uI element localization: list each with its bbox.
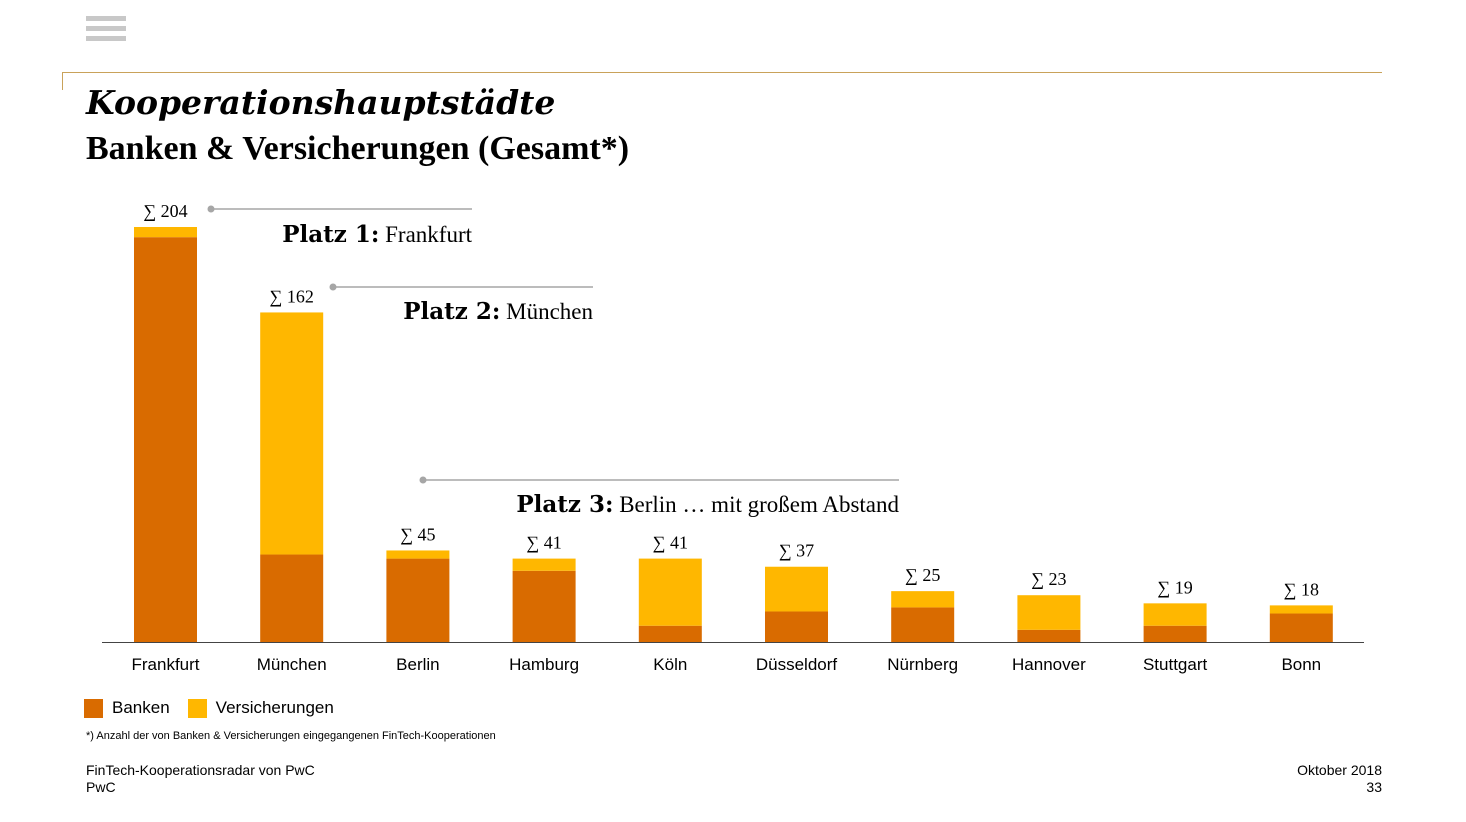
callout-dot-3 <box>419 476 427 484</box>
total-label-1: ∑ 162 <box>270 286 314 306</box>
bar-versicherungen-1 <box>260 312 324 555</box>
x-tick-label-9: Bonn <box>1281 655 1321 674</box>
footer-company: PwC <box>86 779 116 795</box>
total-label-6: ∑ 25 <box>905 565 940 585</box>
legend-label-banken: Banken <box>112 698 170 717</box>
x-tick-label-7: Hannover <box>1012 655 1086 674</box>
legend-swatch-versicherungen <box>187 698 207 718</box>
bar-banken-8 <box>1143 625 1207 642</box>
callout-label-3: Platz 3: Berlin … mit großem Abstand <box>516 491 899 518</box>
bar-versicherungen-3 <box>512 558 576 571</box>
legend-item-versicherungen: Versicherungen <box>187 698 334 718</box>
bar-banken-0 <box>134 237 197 642</box>
legend-swatch-banken <box>84 698 103 718</box>
page-title: Kooperationshauptstädte <box>86 83 556 122</box>
callout-rank-1: Platz 1: <box>282 221 379 248</box>
bar-banken-6 <box>891 607 955 642</box>
footnote: *) Anzahl der von Banken & Versicherunge… <box>86 730 496 742</box>
x-tick-label-1: München <box>257 655 327 674</box>
footer-source: FinTech-Kooperationsradar von PwC <box>86 762 315 778</box>
bar-banken-5 <box>765 611 828 642</box>
footer-right: Oktober 2018 33 <box>1297 762 1382 796</box>
bar-versicherungen-9 <box>1269 605 1333 614</box>
bar-versicherungen-6 <box>891 591 955 608</box>
chart-legend: Banken Versicherungen <box>84 698 352 718</box>
total-label-4: ∑ 41 <box>653 533 688 553</box>
bar-banken-1 <box>260 554 324 642</box>
menu-icon[interactable] <box>86 16 126 52</box>
callout-rank-3: Platz 3: <box>516 491 613 518</box>
callout-rank-2: Platz 2: <box>403 298 500 325</box>
total-label-2: ∑ 45 <box>400 524 435 544</box>
total-label-8: ∑ 19 <box>1157 577 1192 597</box>
x-tick-label-5: Düsseldorf <box>756 655 838 674</box>
x-tick-label-3: Hamburg <box>509 655 579 674</box>
footer-page-number: 33 <box>1366 779 1382 795</box>
bar-versicherungen-5 <box>765 566 828 612</box>
legend-item-banken: Banken <box>84 698 170 718</box>
total-label-5: ∑ 37 <box>779 541 814 561</box>
callout-dot-2 <box>329 283 337 291</box>
bar-banken-4 <box>638 625 702 642</box>
footer-date: Oktober 2018 <box>1297 762 1382 778</box>
callout-label-1: Platz 1: Frankfurt <box>282 221 472 248</box>
callout-text-3: Berlin … mit großem Abstand <box>613 492 899 517</box>
callout-text-2: München <box>500 299 593 324</box>
bar-versicherungen-4 <box>638 558 702 626</box>
callout-label-2: Platz 2: München <box>403 298 593 325</box>
total-label-7: ∑ 23 <box>1031 569 1066 589</box>
total-label-3: ∑ 41 <box>526 533 561 553</box>
bar-banken-9 <box>1269 613 1333 642</box>
total-label-9: ∑ 18 <box>1284 579 1319 599</box>
x-tick-label-0: Frankfurt <box>131 655 199 674</box>
header-rule-tick <box>62 72 63 90</box>
callout-dot-1 <box>207 205 215 213</box>
bar-versicherungen-0 <box>134 227 197 238</box>
x-tick-label-8: Stuttgart <box>1143 655 1208 674</box>
callout-text-1: Frankfurt <box>379 222 472 247</box>
footer-left: FinTech-Kooperationsradar von PwC PwC <box>86 762 315 796</box>
bar-banken-7 <box>1017 629 1081 642</box>
total-label-0: ∑ 204 <box>143 201 187 221</box>
bar-banken-2 <box>386 558 450 642</box>
x-tick-label-6: Nürnberg <box>887 655 958 674</box>
bar-banken-3 <box>512 570 576 642</box>
bar-versicherungen-8 <box>1143 603 1207 626</box>
bar-versicherungen-7 <box>1017 595 1081 630</box>
x-tick-label-4: Köln <box>653 655 687 674</box>
header-rule <box>62 72 1382 73</box>
bar-versicherungen-2 <box>386 550 450 559</box>
page-subtitle: Banken & Versicherungen (Gesamt*) <box>86 130 630 167</box>
legend-label-versicherungen: Versicherungen <box>215 698 334 717</box>
x-tick-label-2: Berlin <box>396 655 439 674</box>
